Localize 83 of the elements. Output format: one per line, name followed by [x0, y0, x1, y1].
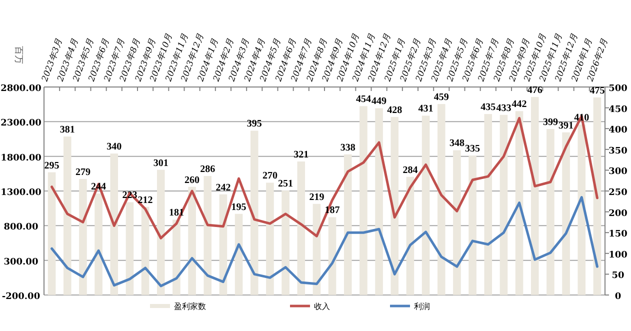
bar [126, 202, 134, 295]
data-label: 449 [372, 96, 387, 108]
data-label: 428 [387, 104, 402, 116]
bar [250, 130, 258, 295]
y2-tick-label: 50 [612, 271, 624, 282]
y-tick-label: 1300.00 [0, 188, 42, 198]
y2-tick-label: 500 [608, 84, 628, 94]
legend-label: 盈利家数 [174, 302, 206, 311]
bar [204, 176, 212, 295]
data-label: 475 [590, 85, 605, 96]
y2-tick-label: 200 [608, 208, 628, 219]
bar [500, 114, 508, 295]
y2-tick-label: 0 [614, 292, 622, 302]
bar [172, 220, 180, 295]
data-label: 433 [496, 102, 512, 114]
y-tick-label: 800.00 [4, 222, 38, 233]
bar [266, 182, 274, 295]
data-label: 279 [75, 166, 90, 178]
bar [562, 132, 570, 295]
bar [282, 190, 290, 295]
bar [79, 178, 87, 295]
data-label: 395 [246, 118, 262, 130]
data-label: 435 [480, 102, 496, 114]
bar [468, 156, 476, 295]
data-label: 459 [434, 92, 449, 104]
y2-tick-label: 100 [608, 250, 628, 260]
bar [546, 129, 554, 295]
y2-tick-label: 450 [608, 104, 628, 115]
data-label: 335 [465, 144, 480, 155]
bar [453, 150, 461, 295]
bar [484, 114, 492, 295]
data-label: 251 [278, 178, 294, 190]
y-axis-title: 百万 [13, 46, 23, 64]
y-tick-label: 1800.00 [0, 153, 42, 164]
bar [110, 154, 118, 295]
data-label: 219 [309, 192, 324, 203]
y-tick-label: 2800.00 [0, 84, 42, 94]
data-label: 348 [449, 138, 464, 150]
legend-label: 收入 [314, 302, 330, 311]
bar [422, 116, 430, 295]
data-label: 286 [200, 164, 216, 176]
data-label: 242 [216, 182, 231, 194]
y2-tick-label: 400 [608, 126, 628, 136]
data-label: 399 [542, 117, 558, 128]
bar [344, 154, 352, 295]
data-label: 295 [44, 160, 60, 172]
data-label: 338 [340, 142, 356, 154]
bar [593, 97, 602, 295]
data-label: 381 [60, 124, 75, 136]
bar [188, 186, 196, 295]
data-label: 270 [262, 170, 278, 182]
data-label: 476 [527, 84, 542, 96]
data-label: 284 [402, 164, 418, 176]
bar [156, 170, 165, 295]
y-tick-label: 2300.00 [0, 118, 42, 129]
y-tick-label: -200.00 [2, 292, 40, 302]
data-label: 301 [153, 158, 168, 169]
data-label: 212 [138, 194, 153, 206]
bar [297, 161, 306, 295]
bar [530, 96, 539, 295]
bar [437, 104, 446, 295]
bar [94, 193, 102, 295]
data-label: 321 [294, 149, 309, 160]
data-label: 431 [418, 104, 434, 115]
bar [328, 217, 336, 295]
y-tick-label: 300.00 [4, 257, 38, 268]
data-label: 454 [356, 94, 371, 106]
data-label: 391 [558, 120, 574, 132]
data-label: 340 [106, 142, 122, 153]
y2-tick-label: 250 [608, 188, 628, 198]
y2-tick-label: 150 [608, 230, 628, 240]
data-label: 260 [184, 174, 200, 186]
bar [48, 172, 56, 295]
bar [360, 106, 368, 295]
data-label: 195 [231, 202, 246, 213]
y2-tick-label: 300 [608, 167, 628, 178]
bar [63, 136, 72, 295]
bar [578, 124, 586, 295]
data-label: 442 [512, 99, 527, 110]
y2-tick-label: 350 [608, 146, 628, 156]
bar [390, 116, 399, 295]
legend-label: 利润 [414, 302, 430, 311]
bar [375, 108, 383, 295]
